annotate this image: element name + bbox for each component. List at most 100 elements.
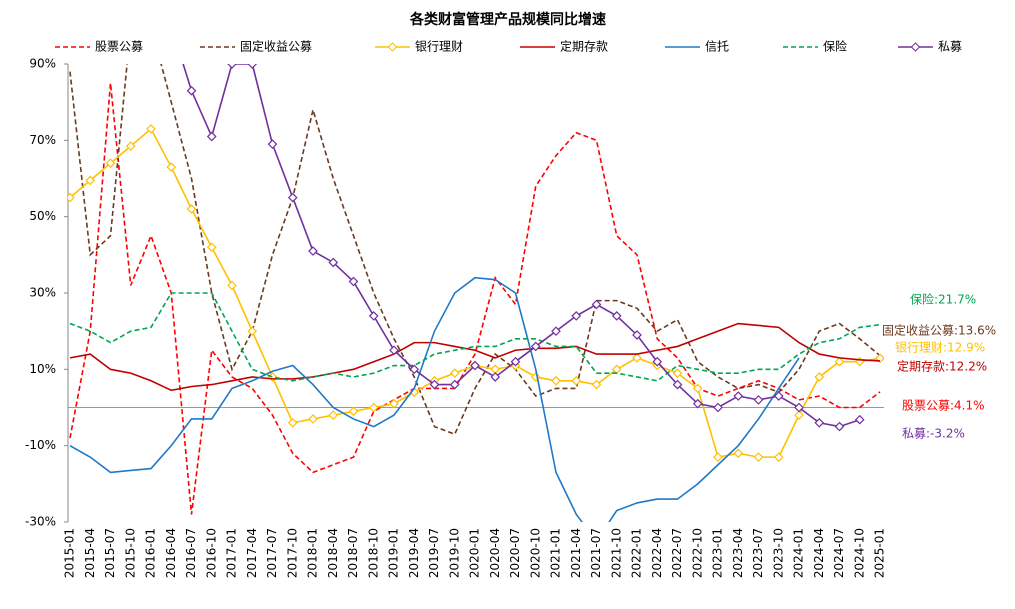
series-marker [68, 192, 75, 203]
series-line [69, 292, 881, 382]
series-marker [530, 341, 541, 352]
annotation: 定期存款:12.2% [897, 359, 987, 374]
series-marker [227, 64, 237, 69]
x-tick-label: 2018-07 [346, 528, 360, 578]
series-marker [449, 379, 460, 390]
x-tick-label: 2021-01 [549, 528, 563, 578]
series-marker [125, 141, 136, 151]
series-marker [632, 330, 642, 340]
x-tick-label: 2024-10 [852, 528, 866, 578]
x-tick-label: 2020-07 [508, 528, 522, 578]
series-marker [348, 406, 359, 417]
series-marker [167, 22, 175, 30]
series-marker [773, 452, 784, 462]
x-tick-label: 2018-01 [306, 528, 320, 578]
series-marker [672, 379, 683, 390]
series-marker [247, 326, 258, 337]
series-marker [409, 364, 420, 375]
series-marker [247, 64, 258, 69]
y-tick-label: 70% [29, 133, 56, 147]
series-marker [652, 356, 663, 367]
series-marker [530, 372, 541, 382]
series-marker [733, 391, 744, 401]
series-marker [834, 356, 845, 367]
series-marker [267, 372, 278, 382]
legend-label: 定期存款 [560, 39, 608, 54]
series-marker [692, 398, 703, 409]
series-marker [449, 368, 460, 378]
x-tick-label: 2016-07 [184, 528, 198, 578]
series-marker [287, 417, 298, 428]
series-marker [611, 311, 622, 321]
series-marker [470, 360, 480, 371]
x-tick-label: 2022-01 [630, 528, 644, 578]
series-marker [105, 158, 116, 169]
series-line [69, 64, 881, 436]
legend-label: 保险 [823, 39, 847, 54]
x-tick-label: 2022-04 [650, 528, 664, 578]
x-tick-label: 2021-10 [609, 528, 623, 578]
annotation: 银行理财:12.9% [895, 341, 985, 355]
series-marker [328, 257, 339, 268]
x-tick-label: 2018-04 [326, 528, 340, 578]
plot-area [68, 22, 884, 522]
y-tick-label: -30% [25, 515, 56, 529]
series-marker [389, 398, 399, 409]
series-marker [206, 131, 217, 142]
x-tick-label: 2015-10 [123, 528, 137, 578]
x-tick-label: 2017-10 [285, 528, 299, 578]
y-tick-label: 50% [29, 209, 56, 223]
series-marker [794, 402, 804, 413]
y-tick-label: 90% [29, 57, 56, 71]
legend-label: 固定收益公募 [240, 39, 312, 54]
legend-marker [910, 42, 921, 52]
x-tick-label: 2023-01 [711, 528, 725, 578]
x-tick-label: 2020-04 [488, 528, 502, 578]
series-marker [591, 379, 602, 390]
x-tick-label: 2020-10 [528, 528, 542, 578]
series-marker [692, 383, 703, 394]
legend-label: 私募 [938, 40, 962, 54]
x-tick-label: 2017-07 [265, 528, 279, 578]
x-tick-label: 2017-04 [245, 528, 259, 578]
annotation: 股票公募:4.1% [902, 399, 985, 413]
x-tick-label: 2023-07 [751, 528, 765, 578]
series-marker [186, 85, 197, 96]
series-marker [166, 162, 177, 172]
x-tick-label: 2020-01 [468, 528, 482, 578]
series-marker [227, 280, 237, 291]
series-marker [591, 299, 602, 310]
x-tick-label: 2016-10 [204, 528, 218, 578]
x-tick-label: 2023-10 [771, 528, 785, 578]
series-marker [672, 368, 683, 378]
series-marker [85, 175, 96, 186]
annotation: 保险:21.7% [910, 292, 976, 307]
series-marker [834, 421, 845, 432]
series-marker [267, 139, 278, 149]
x-tick-label: 2016-04 [164, 528, 178, 578]
x-tick-label: 2015-01 [63, 528, 77, 578]
y-tick-label: -10% [25, 438, 56, 452]
x-tick-label: 2022-10 [690, 528, 704, 578]
legend-label: 股票公募 [95, 40, 143, 54]
series-marker [794, 410, 804, 420]
series-marker [632, 353, 642, 363]
series-marker [854, 414, 865, 425]
x-tick-label: 2019-07 [427, 528, 441, 578]
x-tick-label: 2019-04 [407, 528, 421, 578]
series-line [69, 322, 881, 392]
y-tick-label: 30% [29, 286, 56, 300]
x-tick-label: 2019-01 [387, 528, 401, 578]
series-marker [733, 448, 744, 459]
x-tick-label: 2024-01 [792, 528, 806, 578]
series-marker [490, 372, 501, 382]
series-marker [308, 414, 318, 424]
series-marker [571, 375, 582, 386]
series-marker [571, 311, 582, 321]
series-marker [814, 372, 825, 382]
x-tick-label: 2024-04 [812, 528, 826, 578]
series-marker [713, 452, 723, 462]
series-marker [206, 242, 217, 253]
series-marker [713, 402, 723, 413]
